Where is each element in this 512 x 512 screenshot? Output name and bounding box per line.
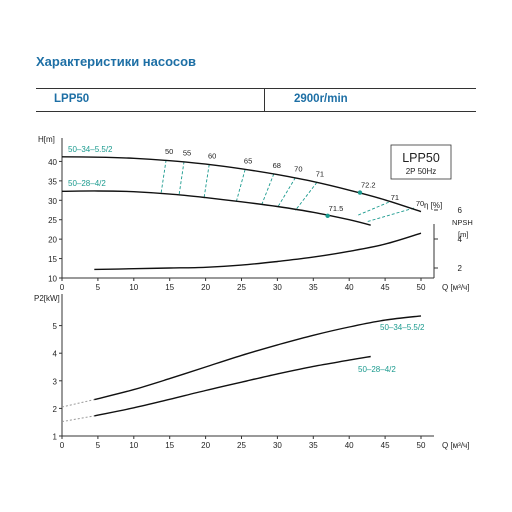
bep-point [325, 213, 330, 219]
npsh-curve [94, 232, 422, 271]
q-tick-label-top: 45 [381, 283, 390, 292]
p2-tick-label: 1 [53, 433, 58, 442]
p2-tick-label: 2 [53, 405, 58, 414]
npsh-axis-unit: [m] [458, 230, 468, 239]
header-divider [264, 89, 265, 111]
q-tick-label-top: 35 [309, 283, 318, 292]
q-tick-label-bottom: 40 [345, 441, 354, 450]
efficiency-label: 70 [294, 165, 302, 174]
h-tick-label: 30 [48, 197, 57, 206]
efficiency-line [178, 161, 185, 196]
q-tick-label-top: 25 [237, 283, 246, 292]
q-tick-label-bottom: 35 [309, 441, 318, 450]
legend-box-subtitle: 2P 50Hz [406, 167, 437, 176]
series-label-bottom-1: 50–34–5.5/2 [380, 323, 425, 332]
npsh-axis-label: NPSH [452, 218, 473, 227]
bep-point-label: 72.2 [361, 181, 376, 190]
model-label: LPP50 [54, 93, 90, 105]
power-curve-extension-1 [61, 399, 95, 408]
q-tick-label-bottom: 30 [273, 441, 282, 450]
q-axis-label-top: Q [м³/ч] [442, 283, 469, 292]
q-tick-label-bottom: 25 [237, 441, 246, 450]
power-curve-1 [94, 315, 422, 401]
q-tick-label-top: 30 [273, 283, 282, 292]
efficiency-line-right [367, 207, 414, 223]
page-title: Характеристики насосов [36, 54, 197, 69]
h-tick-label: 40 [48, 158, 57, 167]
q-axis-label-bottom: Q [м³/ч] [442, 441, 469, 450]
q-tick-label-top: 50 [417, 283, 426, 292]
npsh-tick-label: 4 [458, 235, 463, 244]
speed-label: 2900r/min [294, 93, 348, 105]
efficiency-label-right: 71 [391, 193, 399, 202]
h-tick-label: 15 [48, 255, 57, 264]
q-tick-label-top: 0 [60, 283, 65, 292]
efficiency-line [236, 169, 246, 202]
efficiency-label: 71 [316, 169, 324, 178]
h-tick-label: 10 [48, 275, 57, 284]
efficiency-label: 65 [244, 157, 252, 166]
power-curve-2 [94, 355, 371, 417]
h-tick-label: 25 [48, 216, 57, 225]
efficiency-label: 50 [165, 147, 173, 156]
q-tick-label-bottom: 15 [165, 441, 174, 450]
efficiency-line-right [356, 201, 389, 217]
efficiency-line [160, 159, 167, 194]
efficiency-label: 55 [183, 148, 191, 157]
model-header-bar: LPP50 2900r/min [36, 88, 476, 112]
p2-tick-label: 3 [53, 377, 58, 386]
q-tick-label-bottom: 20 [201, 441, 210, 450]
q-tick-label-top: 20 [201, 283, 210, 292]
series-label-top-2: 50–28–4/2 [68, 179, 106, 188]
efficiency-label: 60 [208, 152, 216, 161]
h-tick-label: 35 [48, 177, 57, 186]
efficiency-label-right: 70 [416, 199, 424, 208]
eta-axis-label: η [%] [424, 201, 442, 210]
series-label-bottom-2: 50–28–4/2 [358, 365, 396, 374]
q-tick-label-top: 40 [345, 283, 354, 292]
power-curve-extension-2 [61, 415, 95, 423]
q-tick-label-bottom: 5 [96, 441, 101, 450]
p2-tick-label: 5 [53, 322, 58, 331]
efficiency-line [261, 173, 275, 206]
q-tick-label-bottom: 10 [129, 441, 138, 450]
efficiency-line [203, 164, 210, 198]
series-label-top-1: 50–34–5.5/2 [68, 145, 113, 154]
p2-tick-label: 4 [53, 350, 58, 359]
h-tick-label: 20 [48, 236, 57, 245]
q-tick-label-top: 5 [96, 283, 101, 292]
q-tick-label-bottom: 50 [417, 441, 426, 450]
head-curve-2 [61, 190, 371, 226]
efficiency-label: 68 [273, 161, 281, 170]
npsh-tick-label: 6 [458, 206, 463, 215]
chart-legend-box [390, 144, 452, 180]
bep-point [357, 190, 363, 195]
efficiency-line [277, 177, 296, 208]
h-axis-label: H[m] [38, 135, 55, 144]
efficiency-line [294, 182, 318, 211]
bep-point-label: 71.5 [329, 204, 344, 213]
q-tick-label-top: 10 [129, 283, 138, 292]
q-tick-label-bottom: 0 [60, 441, 65, 450]
p2-axis-label: P2[kW] [34, 294, 60, 303]
q-tick-label-top: 15 [165, 283, 174, 292]
legend-box-title: LPP50 [402, 151, 440, 165]
npsh-tick-label: 2 [458, 264, 463, 273]
q-tick-label-bottom: 45 [381, 441, 390, 450]
